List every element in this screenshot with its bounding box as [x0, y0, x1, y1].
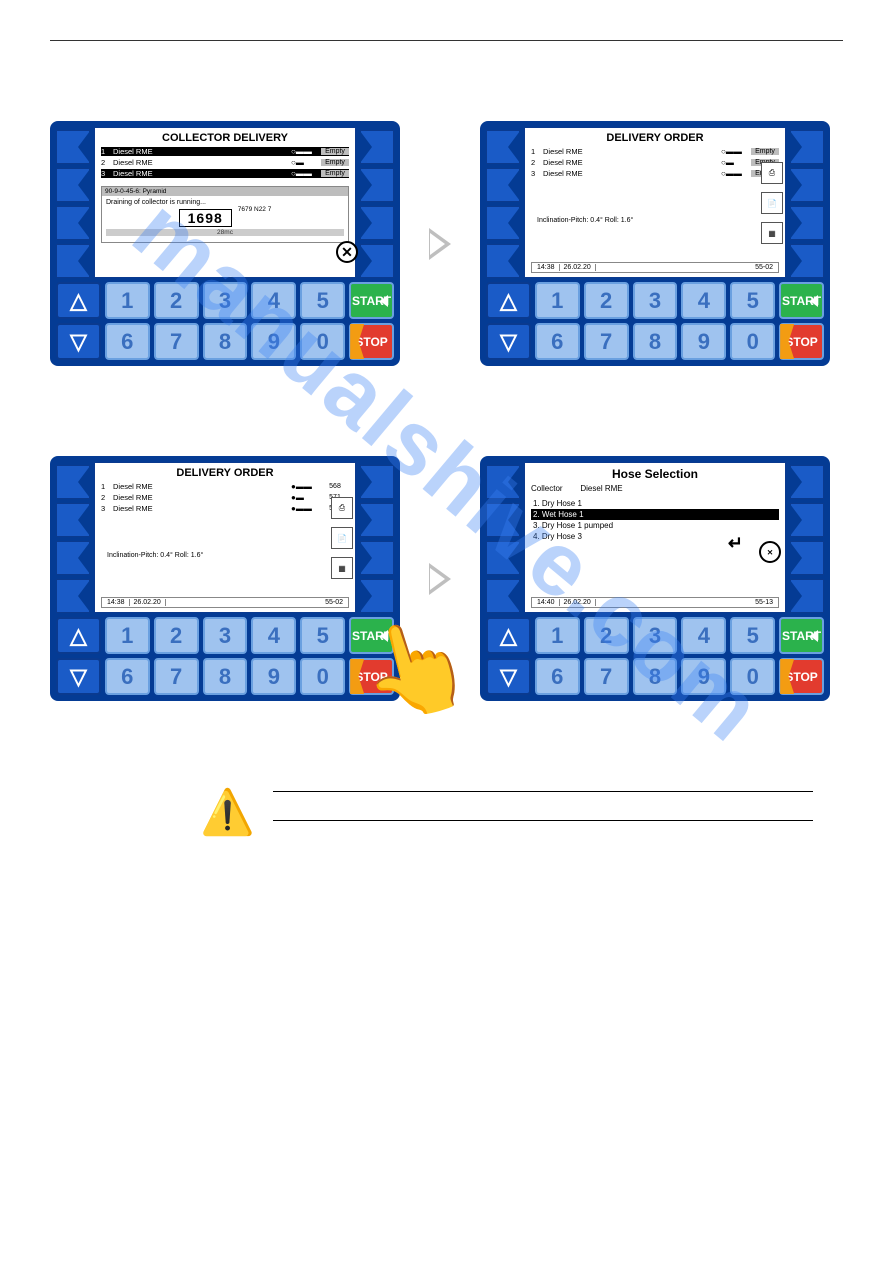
- screen-title: DELIVERY ORDER: [531, 132, 779, 144]
- key-6[interactable]: 6: [105, 323, 150, 360]
- start-button[interactable]: START: [779, 282, 824, 319]
- start-button[interactable]: START: [349, 617, 394, 654]
- key-3[interactable]: 3: [203, 282, 248, 319]
- status-bar: 14:3826.02.2055-02: [531, 262, 779, 273]
- hose-header: Collector Diesel RME: [531, 484, 779, 493]
- counter-value: 1698: [179, 209, 232, 227]
- warning-icon: ⚠️: [200, 791, 255, 835]
- side-right: [360, 127, 394, 278]
- list-item[interactable]: 2Diesel RME○▬Empty: [531, 158, 779, 167]
- key-7[interactable]: 7: [154, 323, 199, 360]
- stop-button[interactable]: STOP: [779, 323, 824, 360]
- close-icon[interactable]: ✕: [336, 241, 358, 263]
- side-button[interactable]: [360, 206, 394, 240]
- side-button[interactable]: [56, 168, 90, 202]
- side-button[interactable]: [56, 244, 90, 278]
- list-item[interactable]: 3Diesel RME○▬▬Empty: [531, 169, 779, 178]
- key-1[interactable]: 1: [105, 282, 150, 319]
- screen-title: COLLECTOR DELIVERY: [101, 132, 349, 144]
- key-8[interactable]: 8: [203, 323, 248, 360]
- panel-hose-selection: Hose Selection Collector Diesel RME 1. D…: [480, 456, 830, 701]
- caution-lines: [273, 791, 813, 849]
- side-button[interactable]: [486, 130, 520, 164]
- key-9[interactable]: 9: [251, 323, 296, 360]
- up-button[interactable]: △: [486, 282, 531, 319]
- keypad: △ 1 2 3 4 5 START ▽ 6 7 8 9 0 STOP: [56, 282, 394, 360]
- side-button[interactable]: [790, 168, 824, 202]
- up-button[interactable]: △: [486, 617, 531, 654]
- list-item[interactable]: 2Diesel RME●▬571: [101, 493, 349, 502]
- receipt-icon[interactable]: 📄: [761, 192, 783, 214]
- list-item[interactable]: 1Diesel RME●▬▬568: [101, 482, 349, 491]
- meter-icon[interactable]: ▦: [331, 557, 353, 579]
- start-button[interactable]: START: [779, 617, 824, 654]
- list-item[interactable]: 1 Diesel RME ○▬▬ Empty: [101, 147, 349, 156]
- list-item[interactable]: 2 Diesel RME ○▬ Empty: [101, 158, 349, 167]
- side-button[interactable]: [360, 168, 394, 202]
- enter-icon[interactable]: ↵: [728, 533, 743, 554]
- list-item[interactable]: 3Diesel RME●▬▬568: [101, 504, 349, 513]
- side-button[interactable]: [790, 130, 824, 164]
- panel-delivery-order-empty: DELIVERY ORDER 1Diesel RME○▬▬Empty 2Dies…: [480, 121, 830, 366]
- up-button[interactable]: △: [56, 282, 101, 319]
- list-item[interactable]: 1Diesel RME○▬▬Empty: [531, 147, 779, 156]
- row-2: DELIVERY ORDER 1Diesel RME●▬▬568 2Diesel…: [50, 456, 843, 701]
- printer-icon[interactable]: ⎙: [761, 162, 783, 184]
- stop-button[interactable]: STOP: [349, 323, 394, 360]
- down-button[interactable]: ▽: [486, 658, 531, 695]
- caution-block: ⚠️: [200, 791, 813, 849]
- hose-item[interactable]: 3. Dry Hose 1 pumped: [531, 520, 779, 531]
- side-button[interactable]: [486, 168, 520, 202]
- key-5[interactable]: 5: [300, 282, 345, 319]
- stop-button[interactable]: STOP: [779, 658, 824, 695]
- screen-title: DELIVERY ORDER: [101, 467, 349, 479]
- screen-title: Hose Selection: [531, 467, 779, 481]
- inclination-text: Inclination-Pitch: 0.4° Roll: 1.6°: [101, 552, 349, 559]
- inclination-text: Inclination-Pitch: 0.4° Roll: 1.6°: [531, 217, 779, 224]
- divider-top: [50, 40, 843, 41]
- hose-item[interactable]: 2. Wet Hose 1: [531, 509, 779, 520]
- receipt-icon[interactable]: 📄: [331, 527, 353, 549]
- hose-item[interactable]: 1. Dry Hose 1: [531, 498, 779, 509]
- message-text: Draining of collector is running...: [106, 199, 344, 206]
- side-button[interactable]: [486, 244, 520, 278]
- arrow-right-icon: [420, 224, 460, 264]
- panel-collector-delivery: COLLECTOR DELIVERY 1 Diesel RME ○▬▬ Empt…: [50, 121, 400, 366]
- side-button[interactable]: [56, 465, 90, 499]
- side-left: [56, 127, 90, 278]
- side-button[interactable]: [360, 130, 394, 164]
- meter-icon[interactable]: ▦: [761, 222, 783, 244]
- down-button[interactable]: ▽: [56, 658, 101, 695]
- row-1: COLLECTOR DELIVERY 1 Diesel RME ○▬▬ Empt…: [50, 121, 843, 366]
- up-button[interactable]: △: [56, 617, 101, 654]
- down-button[interactable]: ▽: [486, 323, 531, 360]
- screen: COLLECTOR DELIVERY 1 Diesel RME ○▬▬ Empt…: [94, 127, 356, 278]
- list-item[interactable]: 3 Diesel RME ○▬▬ Empty: [101, 169, 349, 178]
- key-4[interactable]: 4: [251, 282, 296, 319]
- key-0[interactable]: 0: [300, 323, 345, 360]
- side-button[interactable]: [360, 244, 394, 278]
- stop-button[interactable]: STOP: [349, 658, 394, 695]
- side-button[interactable]: [486, 206, 520, 240]
- status-bar: 14:4026.02.2055-13: [531, 597, 779, 608]
- down-button[interactable]: ▽: [56, 323, 101, 360]
- side-button[interactable]: [56, 130, 90, 164]
- panel-delivery-order-values: DELIVERY ORDER 1Diesel RME●▬▬568 2Diesel…: [50, 456, 400, 701]
- status-bar: 14:3826.02.2055-02: [101, 597, 349, 608]
- side-button[interactable]: [56, 206, 90, 240]
- side-button[interactable]: [790, 206, 824, 240]
- close-icon[interactable]: ✕: [759, 541, 781, 563]
- side-button[interactable]: [790, 244, 824, 278]
- key-2[interactable]: 2: [154, 282, 199, 319]
- arrow-right-icon: [420, 559, 460, 599]
- message-box: 90-9-0-45-6: Pyramid Draining of collect…: [101, 186, 349, 243]
- start-button[interactable]: START: [349, 282, 394, 319]
- printer-icon[interactable]: ⎙: [331, 497, 353, 519]
